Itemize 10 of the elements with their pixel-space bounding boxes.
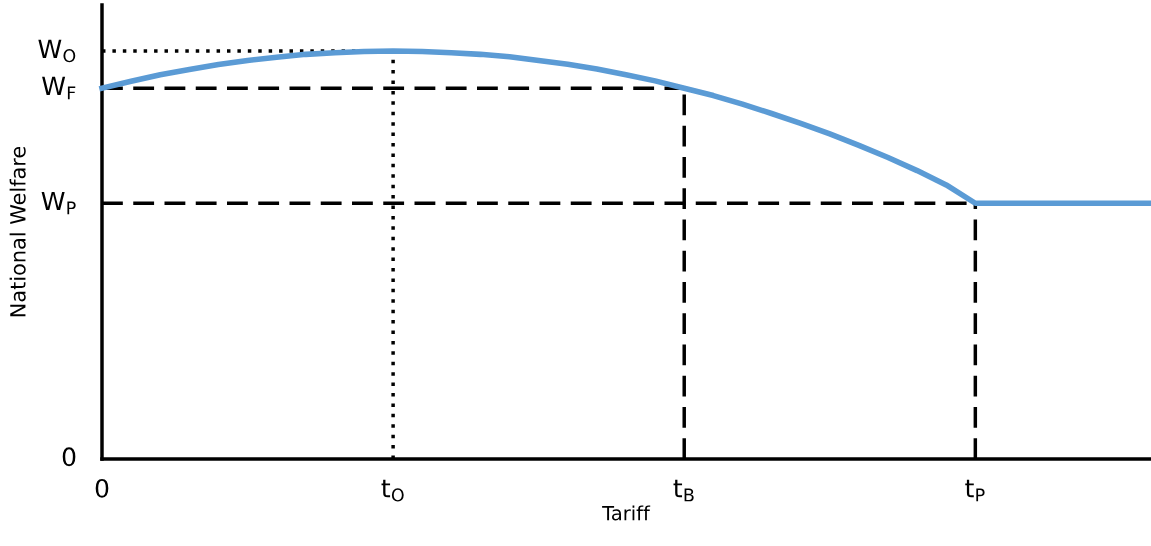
ref-line-label: W$_{P}$ xyxy=(41,191,76,215)
x-tick-label: 0 xyxy=(95,478,109,498)
x-axis-title: Tariff xyxy=(602,505,651,521)
ref-line-label: W$_{O}$ xyxy=(38,39,76,63)
x-tick-label: t$_{P}$ xyxy=(965,479,985,502)
y-axis-title: National Welfare xyxy=(9,146,26,317)
x-tick-label: t$_{B}$ xyxy=(673,479,694,502)
ref-line-label: W$_{F}$ xyxy=(42,76,76,100)
text: 0 xyxy=(62,447,76,467)
x-tick-label: t$_{O}$ xyxy=(381,479,404,502)
